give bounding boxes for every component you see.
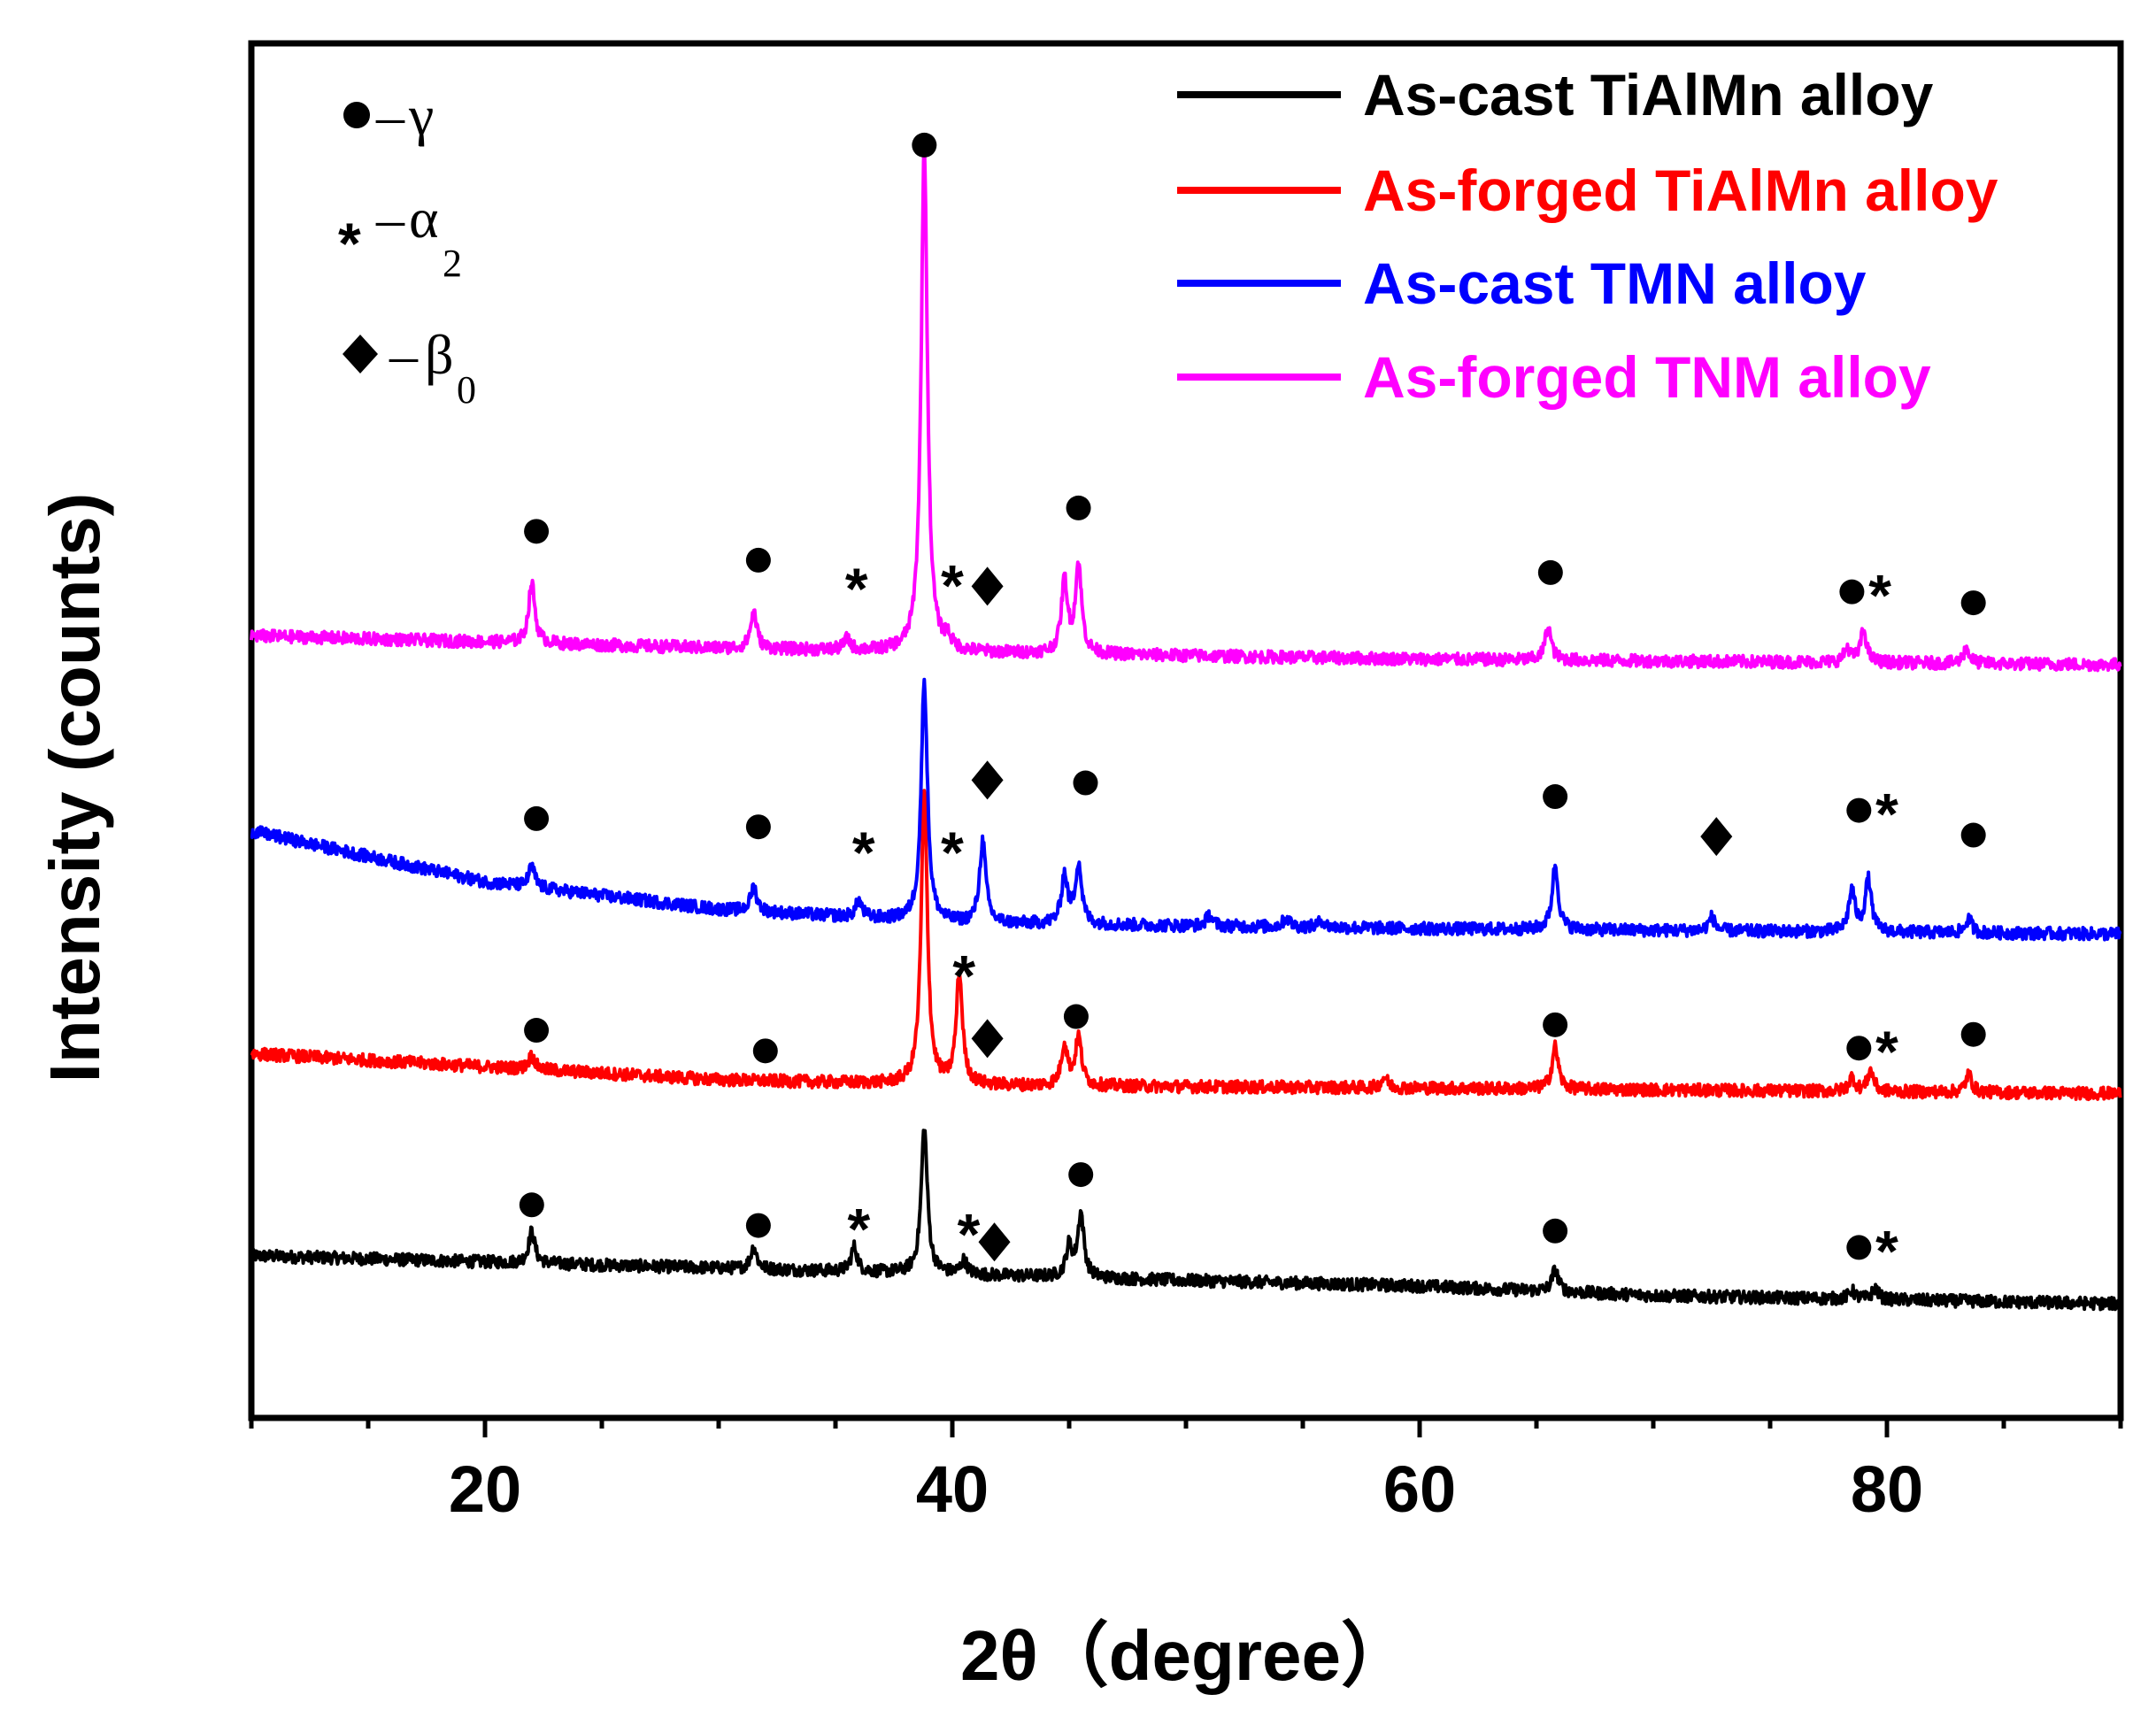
- phase-marker-star-s2-3: *: [941, 820, 964, 885]
- phase-marker-circle-s0-6: [1543, 1218, 1568, 1244]
- phase-marker-circle-top-peak: [912, 132, 937, 158]
- phase-marker-circle-s2-1: [745, 814, 771, 840]
- series-line-1: [250, 789, 2122, 1102]
- phase-marker-star-s1-7: *: [1875, 1019, 1898, 1084]
- legend-label-0: As-cast TiAlMn alloy: [1363, 62, 1934, 127]
- phase-marker-star-s3-8: *: [1868, 563, 1891, 628]
- phase-marker-star-s3-3: *: [941, 553, 964, 619]
- phase-key-circle-icon: [343, 102, 370, 128]
- phase-marker-diamond-s2-7: [1700, 817, 1733, 857]
- phase-marker-star-s2-2: *: [852, 820, 875, 885]
- phase-key-diamond-icon: [343, 335, 378, 374]
- phase-key-beta-subscript: 0: [457, 368, 476, 412]
- phase-key: – γ * – α 2 – β 0: [338, 84, 476, 412]
- phase-marker-circle-s2-0: [524, 805, 550, 831]
- phase-marker-diamond-s2-4: [971, 760, 1004, 800]
- series-traces: [250, 139, 2122, 1312]
- phase-marker-circle-s1-0: [524, 1018, 550, 1044]
- legend: As-cast TiAlMn alloy As-forged TiAlMn al…: [1177, 62, 1998, 410]
- phase-marker-circle-s0-7: [1846, 1235, 1872, 1260]
- x-tick-label: 40: [916, 1452, 989, 1526]
- phase-marker-star-s0-3: *: [958, 1202, 981, 1267]
- phase-key-dash: –: [389, 323, 419, 386]
- series-line-0: [250, 1128, 2122, 1312]
- phase-marker-diamond-s0-4: [978, 1222, 1011, 1262]
- x-axis-title: 2θ（degree）: [960, 1616, 1412, 1695]
- x-tick-label: 60: [1383, 1452, 1456, 1526]
- phase-marker-circle-s1-8: [1960, 1021, 1986, 1047]
- phase-marker-star-s0-8: *: [1875, 1218, 1898, 1283]
- phase-key-dash: –: [375, 84, 405, 147]
- phase-marker-star-s2-9: *: [1875, 781, 1898, 846]
- x-axis: 20 40 60 80: [249, 1418, 2123, 1526]
- x-tick-label: 20: [449, 1452, 521, 1526]
- phase-marker-star-s3-2: *: [845, 556, 868, 621]
- phase-marker-star-s0-2: *: [848, 1196, 871, 1261]
- phase-marker-circle-s3-0: [524, 519, 550, 544]
- phase-marker-circle-s3-7: [1839, 579, 1865, 605]
- phase-marker-circle-s3-9: [1960, 590, 1986, 616]
- phase-marker-circle-s3-5: [1066, 495, 1091, 520]
- phase-marker-circle-s2-6: [1543, 784, 1568, 810]
- y-axis-title: Intensity (counts): [35, 493, 114, 1083]
- legend-label-3: As-forged TNM alloy: [1363, 344, 1931, 410]
- phase-key-beta: β: [425, 323, 454, 386]
- phase-key-alpha: α: [409, 187, 439, 250]
- phase-marker-diamond-s3-4: [971, 566, 1004, 606]
- phase-marker-star-s1-2: *: [952, 944, 975, 1009]
- phase-marker-circle-s2-10: [1960, 822, 1986, 848]
- phase-marker-circle-s2-8: [1846, 797, 1872, 823]
- phase-marker-circle-s3-1: [745, 547, 771, 573]
- phase-marker-circle-s0-1: [745, 1213, 771, 1238]
- x-tick-label: 80: [1851, 1452, 1923, 1526]
- phase-key-star-icon: *: [338, 211, 361, 276]
- series-line-2: [250, 677, 2122, 942]
- phase-key-alpha-subscript: 2: [443, 242, 462, 285]
- series-line-3: [250, 139, 2122, 673]
- phase-markers: * * * * * * * * * * *: [519, 132, 1986, 1283]
- phase-marker-circle-s1-5: [1543, 1012, 1568, 1037]
- phase-marker-circle-s1-6: [1846, 1036, 1872, 1061]
- phase-marker-circle-s2-5: [1073, 770, 1098, 796]
- phase-marker-circle-s1-4: [1063, 1004, 1089, 1029]
- legend-label-1: As-forged TiAlMn alloy: [1363, 158, 1998, 223]
- phase-marker-diamond-s1-3: [971, 1019, 1004, 1059]
- phase-marker-circle-s0-5: [1068, 1162, 1094, 1188]
- legend-label-2: As-cast TMN alloy: [1363, 250, 1867, 316]
- phase-marker-circle-s0-0: [519, 1192, 544, 1218]
- phase-marker-circle-s3-6: [1537, 559, 1563, 585]
- phase-marker-circle-s1-1: [752, 1038, 778, 1064]
- phase-key-gamma: γ: [408, 84, 434, 147]
- phase-key-dash: –: [375, 187, 405, 250]
